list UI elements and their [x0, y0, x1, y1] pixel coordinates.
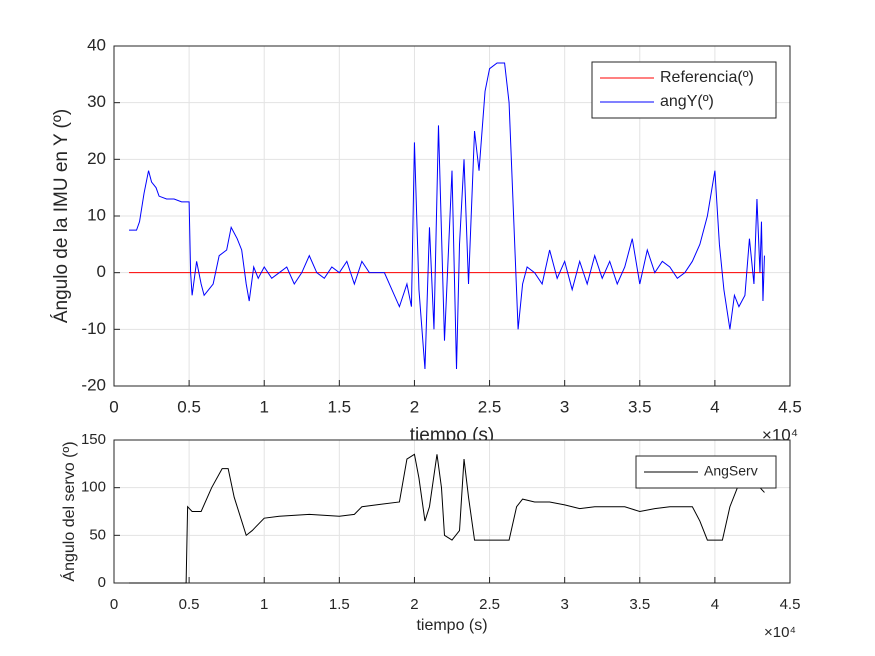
x-tick-label: 2.5: [479, 596, 500, 613]
legend-label: angY(º): [660, 93, 714, 110]
x-tick-label: 2.5: [478, 397, 502, 416]
data-line: [129, 453, 765, 584]
x-tick-label: 2: [410, 596, 418, 613]
x-tick-label: 3: [560, 397, 569, 416]
x-exponent: ×10⁴: [764, 624, 796, 641]
x-tick-label: 1: [259, 397, 268, 416]
y-tick-label: 20: [87, 149, 106, 168]
x-tick-label: 4.5: [780, 596, 801, 613]
y-tick-label: 0: [97, 262, 106, 281]
x-tick-label: 3: [560, 596, 568, 613]
x-tick-label: 4: [710, 397, 719, 416]
x-tick-label: 1.5: [329, 596, 350, 613]
x-tick-label: 4: [711, 596, 719, 613]
x-axis-label: tiempo (s): [416, 617, 487, 634]
axes-box: [113, 439, 791, 584]
x-tick-label: 3.5: [628, 397, 652, 416]
x-tick-label: 4.5: [778, 397, 802, 416]
y-tick-label: 100: [81, 479, 106, 496]
y-tick-label: 0: [98, 574, 106, 591]
y-tick-label: 150: [81, 431, 106, 448]
y-tick-label: -20: [81, 375, 106, 394]
axes-box: [113, 45, 791, 387]
y-tick-label: 40: [87, 35, 106, 54]
x-tick-label: 1: [260, 596, 268, 613]
legend-box: [591, 61, 777, 119]
y-tick-label: 30: [87, 92, 106, 111]
legend-label: AngServ: [704, 463, 758, 479]
x-tick-label: 1.5: [328, 397, 352, 416]
y-axis-label: Ángulo del servo (º): [59, 441, 78, 581]
x-tick-label: 0: [109, 397, 118, 416]
data-line: [129, 62, 765, 370]
y-axis-label: Ángulo de la IMU en Y (º): [51, 109, 72, 323]
y-tick-label: 10: [87, 205, 106, 224]
y-tick-label: 50: [89, 526, 106, 543]
y-tick-label: -10: [81, 319, 106, 338]
x-tick-label: 3.5: [629, 596, 650, 613]
x-tick-label: 2: [410, 397, 419, 416]
x-tick-label: 0.5: [177, 397, 201, 416]
x-tick-label: 0: [110, 596, 118, 613]
x-tick-label: 0.5: [179, 596, 200, 613]
legend-label: Referencia(º): [660, 69, 754, 86]
